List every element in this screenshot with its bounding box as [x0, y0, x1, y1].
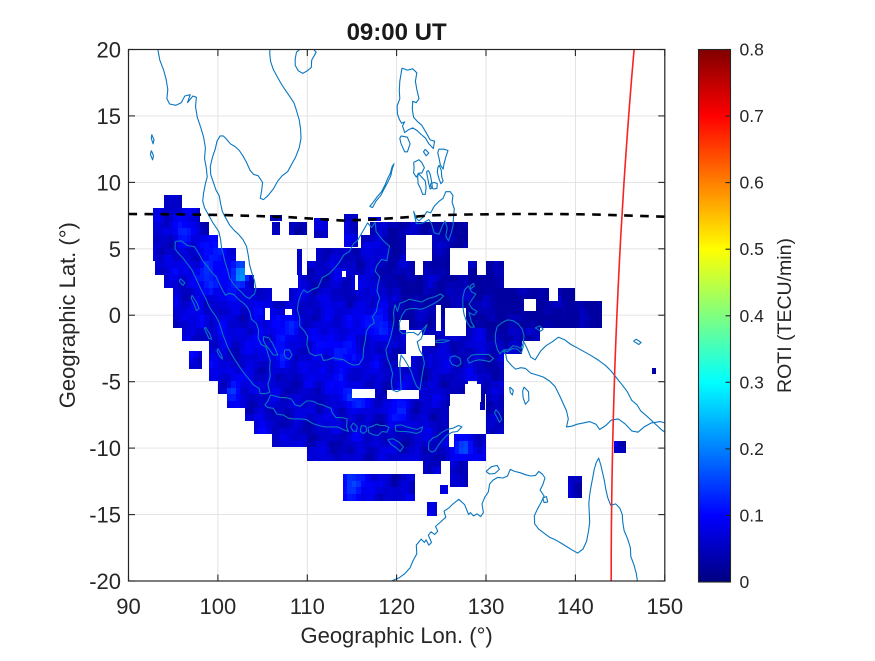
svg-text:0.1: 0.1 — [740, 505, 764, 525]
svg-text:0.5: 0.5 — [740, 239, 764, 259]
svg-text:0: 0 — [740, 572, 750, 592]
svg-text:Geographic Lat. (°): Geographic Lat. (°) — [55, 222, 80, 408]
svg-text:110: 110 — [290, 594, 325, 619]
svg-text:0: 0 — [109, 303, 121, 328]
svg-text:0.6: 0.6 — [740, 173, 764, 193]
svg-text:0.7: 0.7 — [740, 106, 764, 126]
svg-text:140: 140 — [557, 594, 594, 619]
svg-text:90: 90 — [116, 594, 140, 619]
svg-text:-5: -5 — [101, 370, 121, 395]
svg-text:-15: -15 — [89, 503, 121, 528]
svg-text:0.4: 0.4 — [740, 306, 765, 326]
svg-text:0.3: 0.3 — [740, 372, 764, 392]
svg-text:100: 100 — [200, 594, 237, 619]
svg-text:120: 120 — [378, 594, 415, 619]
svg-text:0.8: 0.8 — [740, 40, 764, 60]
svg-text:-20: -20 — [89, 569, 121, 594]
svg-text:-10: -10 — [89, 436, 121, 461]
svg-text:130: 130 — [468, 594, 505, 619]
svg-text:5: 5 — [109, 237, 121, 262]
svg-text:0.2: 0.2 — [740, 439, 764, 459]
svg-text:20: 20 — [97, 38, 121, 63]
svg-text:15: 15 — [97, 104, 121, 129]
svg-text:150: 150 — [646, 594, 683, 619]
svg-text:09:00 UT: 09:00 UT — [347, 19, 447, 46]
svg-text:Geographic Lon. (°): Geographic Lon. (°) — [300, 623, 492, 648]
svg-text:10: 10 — [97, 170, 121, 195]
svg-text:ROTI (TECU/min): ROTI (TECU/min) — [774, 238, 796, 393]
